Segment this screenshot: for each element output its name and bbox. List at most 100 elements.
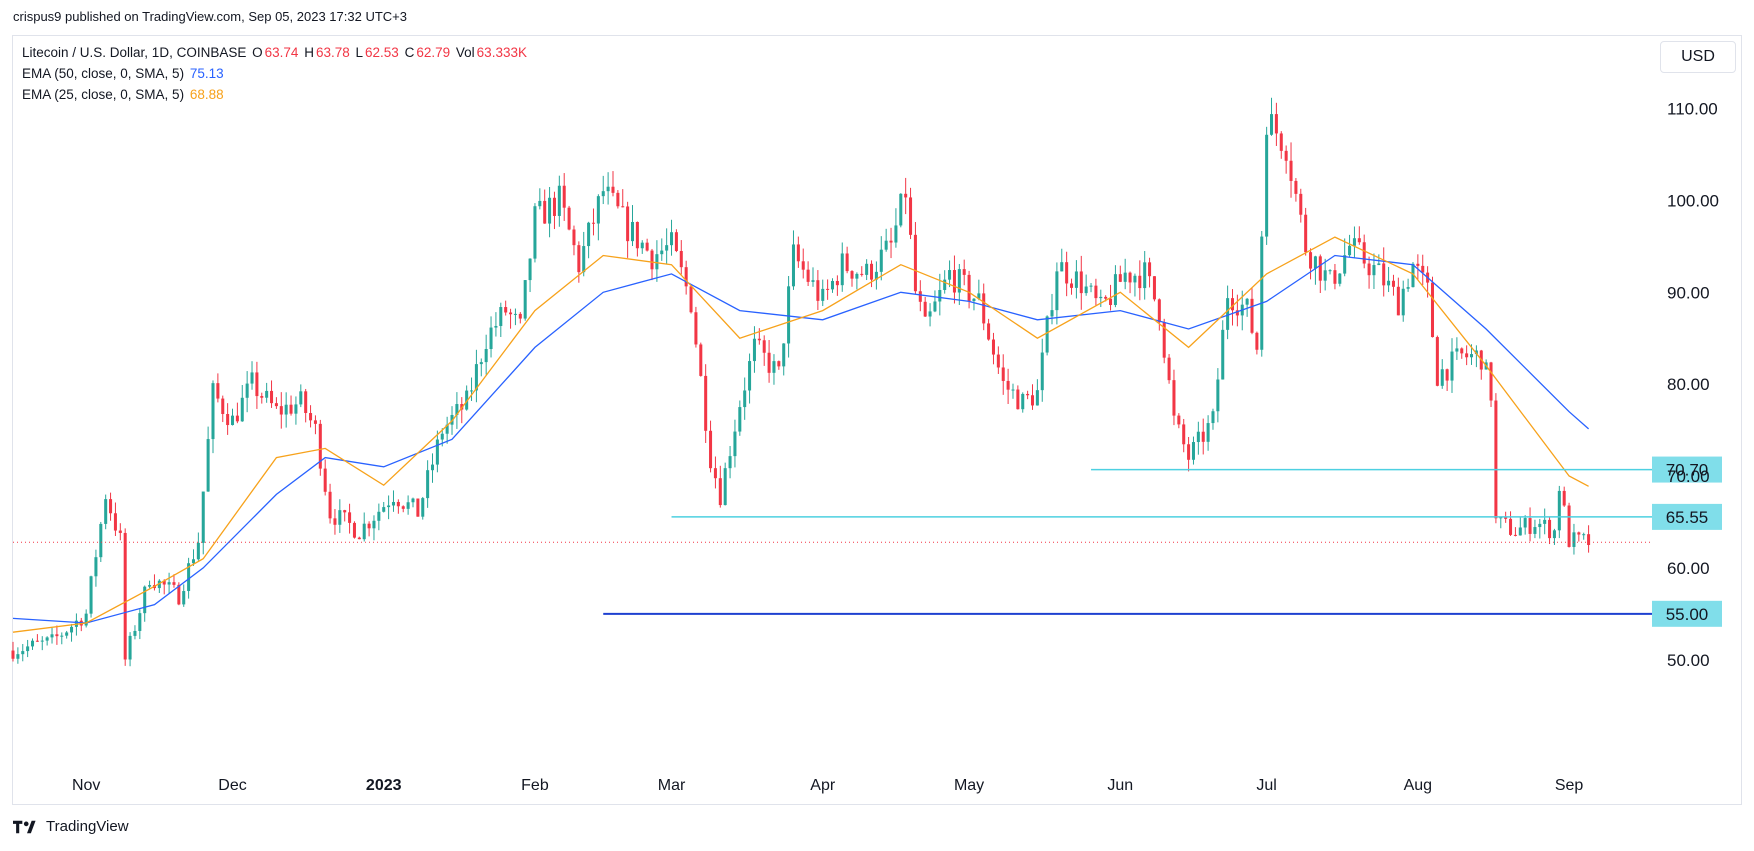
candle-body (11, 650, 15, 659)
candle-body (1406, 287, 1410, 289)
candle-body (1006, 380, 1010, 390)
candle-body (591, 222, 595, 224)
candle-body (206, 439, 210, 492)
candle-body (1128, 272, 1132, 283)
y-tick-label: 50.00 (1667, 651, 1710, 670)
candle-body (1538, 523, 1542, 528)
candle-body (26, 646, 30, 652)
candle-body (1035, 390, 1039, 406)
candle-body (435, 439, 439, 465)
candle-body (918, 291, 922, 302)
ema50-label: EMA (50, close, 0, SMA, 5) (22, 66, 185, 81)
candle-body (679, 250, 683, 268)
candle-body (182, 591, 186, 605)
x-tick-label: Apr (810, 777, 836, 794)
candle-body (60, 635, 64, 637)
candle-body (270, 390, 274, 404)
candle-body (1445, 369, 1449, 381)
candle-body (1177, 415, 1181, 425)
candle-body (1318, 256, 1322, 281)
candle-body (235, 415, 239, 422)
candle-body (445, 424, 449, 434)
candle-body (1148, 262, 1152, 277)
candle-body (1557, 490, 1561, 531)
candle-body (113, 513, 117, 531)
candle-body (1518, 527, 1522, 536)
open-value: 63.74 (264, 45, 299, 60)
candle-body (1070, 283, 1074, 288)
candle-body (338, 510, 342, 525)
candle-body (1226, 298, 1230, 330)
candle-body (396, 501, 400, 507)
candle-body (50, 634, 54, 638)
candle-body (1504, 516, 1508, 519)
high-label: H (304, 45, 314, 60)
candle-body (1421, 265, 1425, 273)
footer-brand[interactable]: TradingView (13, 818, 129, 835)
ema50-legend[interactable]: EMA (50, close, 0, SMA, 5) 75.13 (22, 66, 226, 81)
candle-body (1367, 263, 1371, 276)
candle-body (1123, 272, 1127, 282)
ema50-line (12, 254, 1590, 624)
candle-body (255, 372, 259, 397)
candle-body (362, 523, 366, 540)
candle-body (1533, 527, 1537, 534)
level-label-bg (1652, 456, 1722, 483)
currency-button[interactable]: USD (1660, 41, 1736, 73)
candle-body (245, 383, 249, 398)
candle-body (567, 207, 571, 230)
candle-body (333, 518, 337, 525)
candle-body (1523, 518, 1527, 528)
candle-body (1465, 353, 1469, 358)
symbol-title: Litecoin / U.S. Dollar, 1D, COINBASE (22, 45, 247, 60)
candle-body (743, 390, 747, 408)
candle-body (1118, 274, 1122, 282)
candle-body (835, 280, 839, 286)
candle-body (16, 654, 20, 659)
candle-body (1435, 337, 1439, 386)
candle-body (840, 253, 844, 286)
candle-body (1548, 519, 1552, 539)
ema25-legend[interactable]: EMA (25, close, 0, SMA, 5) 68.88 (22, 87, 226, 102)
candle-body (816, 280, 820, 301)
candle-body (796, 244, 800, 262)
candle-body (211, 383, 215, 440)
candle-body (1309, 252, 1313, 269)
candle-body (645, 242, 649, 251)
candle-body (752, 338, 756, 362)
candle-body (557, 185, 561, 216)
y-tick-label: 70.00 (1667, 467, 1710, 486)
candle-body (728, 456, 732, 469)
candle-body (948, 270, 952, 280)
candle-body (1235, 310, 1239, 316)
candle-body (157, 580, 161, 589)
candle-body (718, 478, 722, 506)
candle-body (640, 242, 644, 249)
candle-body (401, 506, 405, 509)
candle-body (1294, 180, 1298, 194)
candle-body (313, 420, 317, 424)
candle-body (89, 576, 93, 614)
candle-body (1255, 332, 1259, 350)
candle-body (1074, 271, 1078, 288)
candle-body (543, 200, 547, 224)
candle-body (967, 274, 971, 301)
candle-body (1162, 322, 1166, 358)
candle-body (1157, 299, 1161, 323)
candle-body (416, 498, 420, 517)
candle-body (1382, 263, 1386, 286)
candle-body (1191, 442, 1195, 460)
candle-body (1572, 532, 1576, 547)
candle-body (1411, 263, 1415, 288)
candle-body (904, 193, 908, 198)
candle-body (1455, 348, 1459, 352)
y-tick-label: 110.00 (1667, 100, 1718, 119)
level-label: 70.70 (1666, 461, 1709, 480)
candle-body (1260, 236, 1264, 350)
symbol-legend[interactable]: Litecoin / U.S. Dollar, 1D, COINBASE O 63… (22, 45, 529, 60)
candle-body (972, 298, 976, 301)
candle-body (660, 250, 664, 255)
candle-body (894, 225, 898, 243)
candle-body (1265, 134, 1269, 237)
